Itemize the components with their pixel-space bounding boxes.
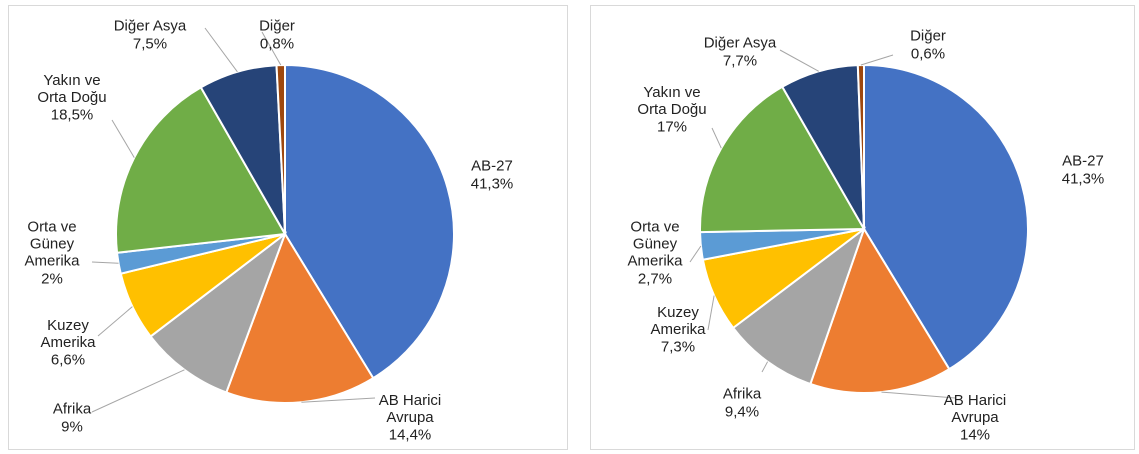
leader-line [204, 27, 238, 73]
slice-value-label: 0,6% [910, 45, 946, 62]
leader-line [881, 391, 956, 399]
slice-value-label: 9,4% [724, 403, 760, 420]
slice-value-label: 14,4% [388, 426, 432, 444]
slice-value-label: 18,5% [50, 106, 94, 124]
leader-line [860, 54, 894, 66]
slice-value-label: 6,6% [50, 351, 86, 369]
slice-label: Orta ve Güney Amerika [627, 218, 683, 270]
slice-label: AB-27 [1062, 152, 1104, 170]
slice-label: Afrika [722, 385, 762, 403]
slice-value-label: 2,7% [637, 270, 673, 287]
slice-label: Kuzey Amerika [650, 304, 706, 338]
leader-line [301, 397, 376, 403]
slice-label: Diğer [259, 17, 295, 35]
slice-label: Orta ve Güney Amerika [24, 218, 80, 270]
leader-line [91, 369, 185, 413]
slice-label: Afrika [52, 400, 92, 418]
leader-line [707, 295, 715, 331]
slice-label: AB Harici Avrupa [943, 392, 1007, 426]
slice-label: Yakın ve Orta Doğu [637, 84, 707, 118]
slice-value-label: 9% [61, 418, 83, 435]
slice-value-label: 17% [656, 118, 688, 136]
slice-value-label: 0,8% [259, 35, 295, 52]
leader-line [111, 119, 135, 158]
pie-slice [731, 226, 867, 386]
leader-line [689, 245, 702, 263]
leader-line [97, 306, 133, 337]
leader-line [91, 261, 119, 264]
leader-line [711, 127, 722, 149]
chart-panel [8, 5, 568, 450]
slice-label: Diğer Asya [113, 17, 187, 35]
slice-value-label: 7,5% [132, 35, 168, 52]
pie-slice [809, 226, 951, 394]
slice-value-label: 7,7% [722, 52, 758, 69]
slice-label: Diğer [910, 27, 946, 45]
pie-slice [149, 231, 288, 394]
slice-value-label: 41,3% [1061, 170, 1105, 187]
pie-slice [863, 63, 1029, 371]
leader-line [779, 49, 819, 72]
slice-label: Diğer Asya [703, 34, 777, 52]
slice-value-label: 2% [41, 270, 63, 287]
slice-label: Kuzey Amerika [40, 317, 96, 351]
slice-label: AB Harici Avrupa [378, 392, 442, 426]
pie-slice [699, 85, 866, 234]
slice-value-label: 7,3% [660, 338, 696, 356]
pie-slice [284, 63, 455, 380]
pie-slice [115, 86, 287, 254]
slice-value-label: 14% [959, 426, 991, 444]
leader-line [261, 31, 282, 66]
pie-slice [225, 231, 375, 404]
slice-label: Yakın ve Orta Doğu [37, 72, 107, 106]
slice-value-label: 41,3% [470, 175, 514, 192]
chart-panel [590, 5, 1135, 450]
slice-label: AB-27 [471, 157, 513, 175]
leader-line [761, 361, 769, 373]
